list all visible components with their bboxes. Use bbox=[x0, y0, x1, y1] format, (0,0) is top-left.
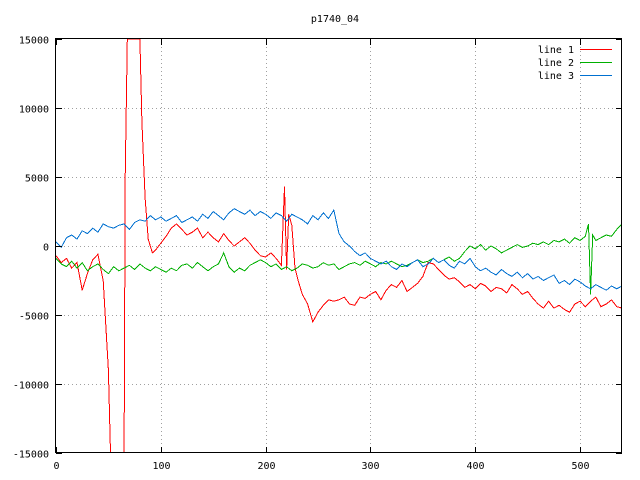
grid bbox=[56, 39, 622, 453]
y-tick-label: -10000 bbox=[13, 381, 49, 392]
chart-title: p1740_04 bbox=[311, 14, 359, 25]
y-tick-label: 10000 bbox=[19, 105, 49, 116]
y-tick-label: -15000 bbox=[13, 450, 49, 461]
plot-frame bbox=[55, 38, 622, 453]
series-line-1 bbox=[56, 39, 622, 453]
y-tick-label: 15000 bbox=[19, 36, 49, 47]
plot-area bbox=[56, 39, 622, 453]
series-line-2 bbox=[56, 223, 622, 295]
legend-label: line 1 bbox=[538, 45, 574, 56]
y-tick-label: 0 bbox=[43, 243, 49, 254]
y-tick-label: 5000 bbox=[25, 174, 49, 185]
x-tick-label: 500 bbox=[571, 461, 589, 472]
x-tick-label: 300 bbox=[361, 461, 379, 472]
x-tick-label: 0 bbox=[53, 461, 59, 472]
legend-label: line 2 bbox=[538, 58, 574, 69]
y-tick-label: -5000 bbox=[19, 312, 49, 323]
legend-label: line 3 bbox=[538, 71, 574, 82]
x-tick-label: 400 bbox=[466, 461, 484, 472]
x-tick-label: 100 bbox=[152, 461, 170, 472]
legend: line 1 line 2 line 3 bbox=[538, 45, 612, 82]
series-line-3 bbox=[56, 208, 622, 291]
x-tick-label: 200 bbox=[257, 461, 275, 472]
axis-ticks: 0 100 200 300 400 500 -15000 -10000 -5000 0 5000 10… bbox=[13, 36, 622, 472]
